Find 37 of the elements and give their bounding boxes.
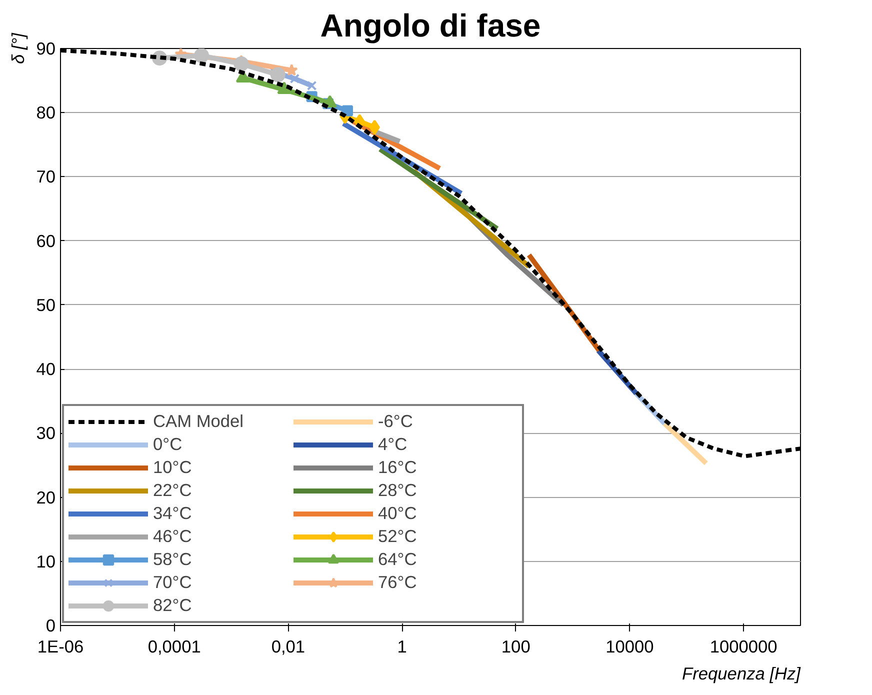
y-tick-label: 50 [36, 294, 56, 315]
x-tick-label: 10000 [606, 636, 654, 656]
x-tick-label: 1 [397, 636, 407, 656]
legend-label: 34°C [153, 502, 193, 525]
y-tick-label: 60 [36, 230, 56, 251]
x-tick-label: 100 [501, 636, 530, 656]
y-tick-label: 0 [46, 616, 56, 636]
x-tick-label: 0,0001 [148, 636, 201, 656]
chart-title: Angolo di fase [320, 8, 541, 44]
y-axis-title: δ [°] [8, 32, 28, 64]
legend-label: 52°C [378, 525, 418, 548]
x-tick-label: 0,01 [271, 636, 306, 656]
legend-label: 70°C [153, 571, 193, 594]
legend-label: 76°C [378, 571, 418, 594]
x-tick-label: 1000000 [710, 636, 778, 656]
legend-label: 22°C [153, 479, 193, 502]
legend-label: 82°C [153, 594, 193, 617]
x-tick-label: 1E-06 [37, 636, 84, 656]
x-axis-title: Frequenza [Hz] [682, 664, 802, 684]
legend-label: 16°C [378, 456, 418, 479]
y-tick-label: 10 [36, 551, 56, 572]
legend-label: CAM Model [153, 410, 245, 433]
y-tick-label: 80 [36, 102, 56, 123]
y-tick-label: 90 [36, 38, 56, 58]
y-tick-label: 20 [36, 487, 56, 508]
legend-label: 28°C [378, 479, 418, 502]
legend-label: -6°C [378, 410, 414, 433]
legend-label: 46°C [153, 525, 193, 548]
legend-label: 0°C [153, 433, 184, 456]
y-tick-label: 70 [36, 166, 56, 187]
legend-label: 64°C [378, 548, 418, 571]
legend-label: 58°C [153, 548, 193, 571]
legend-label: 40°C [378, 502, 418, 525]
legend-label: 10°C [153, 456, 193, 479]
y-tick-label: 40 [36, 359, 56, 380]
legend-label: 4°C [378, 433, 408, 456]
y-tick-label: 30 [36, 423, 56, 444]
